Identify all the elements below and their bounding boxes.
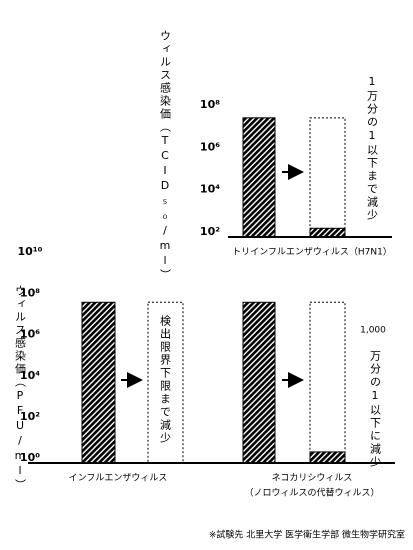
annotation: 検出限界下限まで減少 [159,314,172,445]
y-tick-label: 10⁶ [200,140,220,153]
y-tick-label: 10² [200,225,220,238]
annotation: 1万分の1以下まで減少 [366,75,379,222]
bar [309,451,346,464]
bar [242,117,276,238]
y-tick-label: 10¹⁰ [18,245,43,258]
reference-outline [147,301,184,464]
annotation: 1,000 [360,326,386,336]
y-tick-label: 10⁸ [20,286,40,299]
category-note: （ノロウィルスの代替ウィルス） [244,487,379,499]
y-axis-label: ウィルス感染価（PFU/ml） [14,285,27,492]
y-tick-label: 10⁰ [20,451,40,464]
reference-outline [309,301,346,464]
reference-outline [309,117,346,238]
bar [309,227,346,238]
x-tick-label: ネコカリシウィルス [272,473,353,484]
x-tick-label: トリインフルエンザウィルス（H7N1） [232,247,392,258]
y-axis-label: ウィルス感染価（TCID₅₀/ml） [159,30,172,282]
bar [81,301,116,464]
y-tick-label: 10⁶ [20,328,40,341]
y-tick-label: 10⁴ [200,183,220,196]
y-tick-label: 10⁴ [20,369,40,382]
annotation: 万分の1以下に減少 [369,350,382,469]
y-tick-label: 10⁸ [200,98,220,111]
x-tick-label: インフルエンザウィルス [69,473,168,484]
bar [242,301,276,464]
footnote: ※試験先 北里大学 医学衛生学部 微生物学研究室 [209,529,405,541]
y-tick-label: 10² [20,410,40,423]
